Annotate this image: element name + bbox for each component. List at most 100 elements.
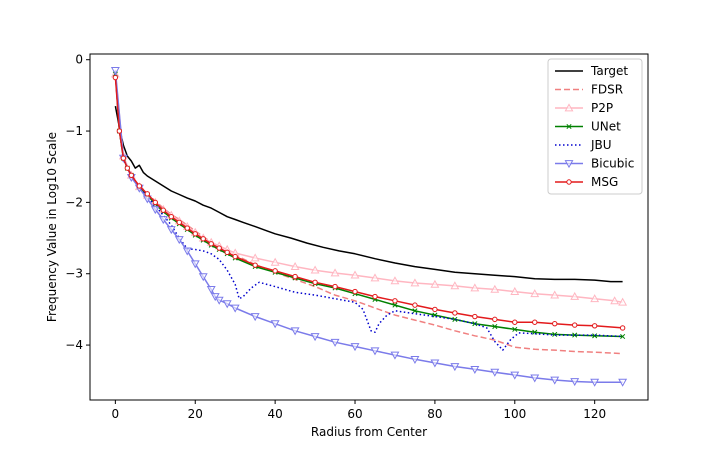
legend-entry: JBU [555, 138, 612, 152]
legend-entry: P2P [555, 101, 613, 115]
data-point [128, 172, 135, 178]
data-point [564, 103, 574, 112]
y-tick-label: −4 [65, 338, 83, 352]
y-axis: 0 −1 −2 −3 −4 [65, 53, 90, 352]
x-tick-label: 40 [267, 407, 282, 421]
data-point [208, 241, 214, 247]
data-point [222, 300, 232, 309]
data-point [272, 268, 278, 274]
data-point [390, 276, 400, 285]
x-tick-label: 80 [427, 407, 442, 421]
data-point [390, 351, 400, 360]
data-point [591, 323, 598, 329]
data-point [532, 319, 538, 325]
plot-frame [89, 53, 649, 401]
data-point [432, 306, 438, 313]
data-point [110, 67, 120, 76]
data-point [224, 249, 230, 256]
data-point [270, 320, 280, 329]
data-point [619, 325, 626, 331]
data-point [214, 296, 224, 305]
data-point [158, 216, 168, 225]
data-point [492, 316, 498, 323]
x-tick-label: 120 [583, 407, 606, 421]
data-point [310, 265, 320, 274]
data-point [490, 284, 500, 293]
data-point [370, 273, 380, 282]
data-point [330, 268, 340, 277]
series-bicubic [110, 67, 628, 387]
series-layer [110, 67, 628, 387]
y-tick-label: −3 [65, 267, 83, 281]
legend-label: Bicubic [591, 157, 634, 171]
data-point [452, 310, 458, 316]
data-point [530, 374, 540, 383]
data-point [136, 183, 143, 189]
data-point [550, 376, 560, 385]
data-point [144, 191, 151, 197]
data-point [190, 260, 200, 269]
data-point [566, 179, 572, 185]
data-point [200, 236, 206, 242]
data-point [330, 338, 340, 347]
data-point [410, 355, 420, 364]
data-point [124, 165, 131, 171]
data-point [290, 261, 300, 270]
data-point [252, 262, 258, 268]
legend-entry: Bicubic [555, 157, 634, 171]
data-point [572, 332, 578, 338]
legend-label: JBU [590, 138, 612, 152]
x-axis: 0 20 40 60 80 100 120 [112, 400, 606, 421]
data-point [112, 74, 119, 81]
data-point [618, 297, 628, 306]
x-tick-label: 20 [188, 407, 203, 421]
data-point [512, 326, 518, 332]
data-point [160, 207, 166, 213]
data-point [232, 253, 238, 260]
data-point [290, 327, 300, 336]
x-tick-label: 0 [112, 407, 120, 421]
data-point [470, 365, 480, 374]
data-point [350, 343, 360, 352]
data-point [174, 236, 184, 245]
data-point [120, 155, 127, 161]
data-point [590, 294, 600, 303]
legend-entry: MSG [555, 175, 618, 189]
data-point [620, 333, 626, 340]
data-point [510, 371, 520, 380]
data-point [552, 320, 558, 327]
data-point [410, 278, 420, 287]
y-axis-label: Frequency Value in Log10 Scale [45, 132, 59, 322]
data-point [184, 225, 190, 231]
data-point [592, 333, 598, 339]
data-point [332, 283, 338, 290]
legend-label: P2P [591, 101, 613, 115]
data-point [230, 304, 240, 313]
y-tick-label: −1 [65, 124, 83, 138]
data-point [430, 359, 440, 368]
data-point [470, 283, 480, 292]
data-point [412, 302, 418, 308]
legend-label: FDSR [591, 83, 623, 97]
x-tick-label: 100 [503, 407, 526, 421]
data-point [566, 123, 572, 130]
data-point [564, 160, 574, 169]
y-tick-label: −2 [65, 195, 83, 209]
series-jbu [114, 73, 623, 351]
series-target [114, 105, 623, 283]
legend: Target FDSR P2P UNet JBU Bicubic MSG [547, 58, 643, 195]
data-point [392, 302, 398, 308]
data-point [116, 128, 123, 134]
data-point [352, 288, 358, 295]
legend-label: Target [590, 64, 628, 78]
legend-entry: UNet [555, 120, 621, 134]
data-point [618, 378, 628, 387]
legend-label: MSG [591, 175, 618, 189]
data-point [510, 286, 520, 295]
data-point [412, 308, 418, 314]
data-point [490, 368, 500, 377]
data-point [392, 298, 398, 304]
data-point [192, 231, 198, 237]
data-point [152, 199, 159, 206]
data-point [176, 219, 182, 226]
